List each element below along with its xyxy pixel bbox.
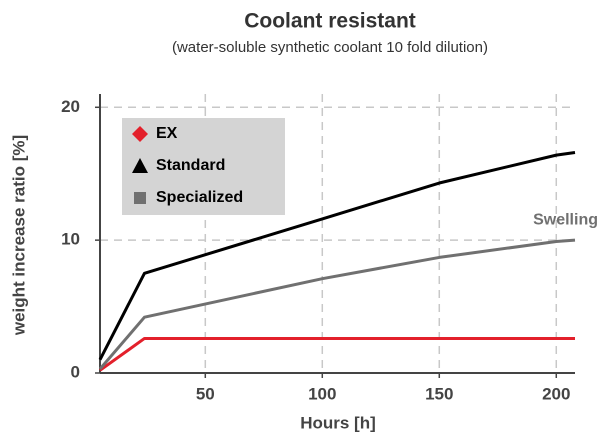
y-axis-label: weight increase ratio [%] [9,135,28,336]
series-line [99,336,575,372]
legend-marker [134,192,146,204]
x-axis-label: Hours [h] [300,413,376,432]
chart-title: Coolant resistant [244,10,416,33]
legend-label: Standard [156,157,225,174]
x-tick-label: 100 [308,384,336,403]
x-tick-label: 150 [425,384,453,403]
x-tick-label: 200 [542,384,570,403]
chart-subtitle: (water-soluble synthetic coolant 10 fold… [172,39,488,56]
y-tick-label: 20 [61,97,80,116]
legend-marker [132,158,148,173]
legend-label: EX [156,125,178,142]
y-tick-label: 10 [61,230,80,249]
legend-label: Specialized [156,189,243,206]
series-line [98,150,576,361]
annotation: Swelling [533,211,598,228]
y-tick-label: 0 [71,362,80,381]
legend-marker [132,126,148,142]
x-tick-label: 50 [196,384,215,403]
series-line [98,238,576,370]
legend-box [122,118,285,215]
